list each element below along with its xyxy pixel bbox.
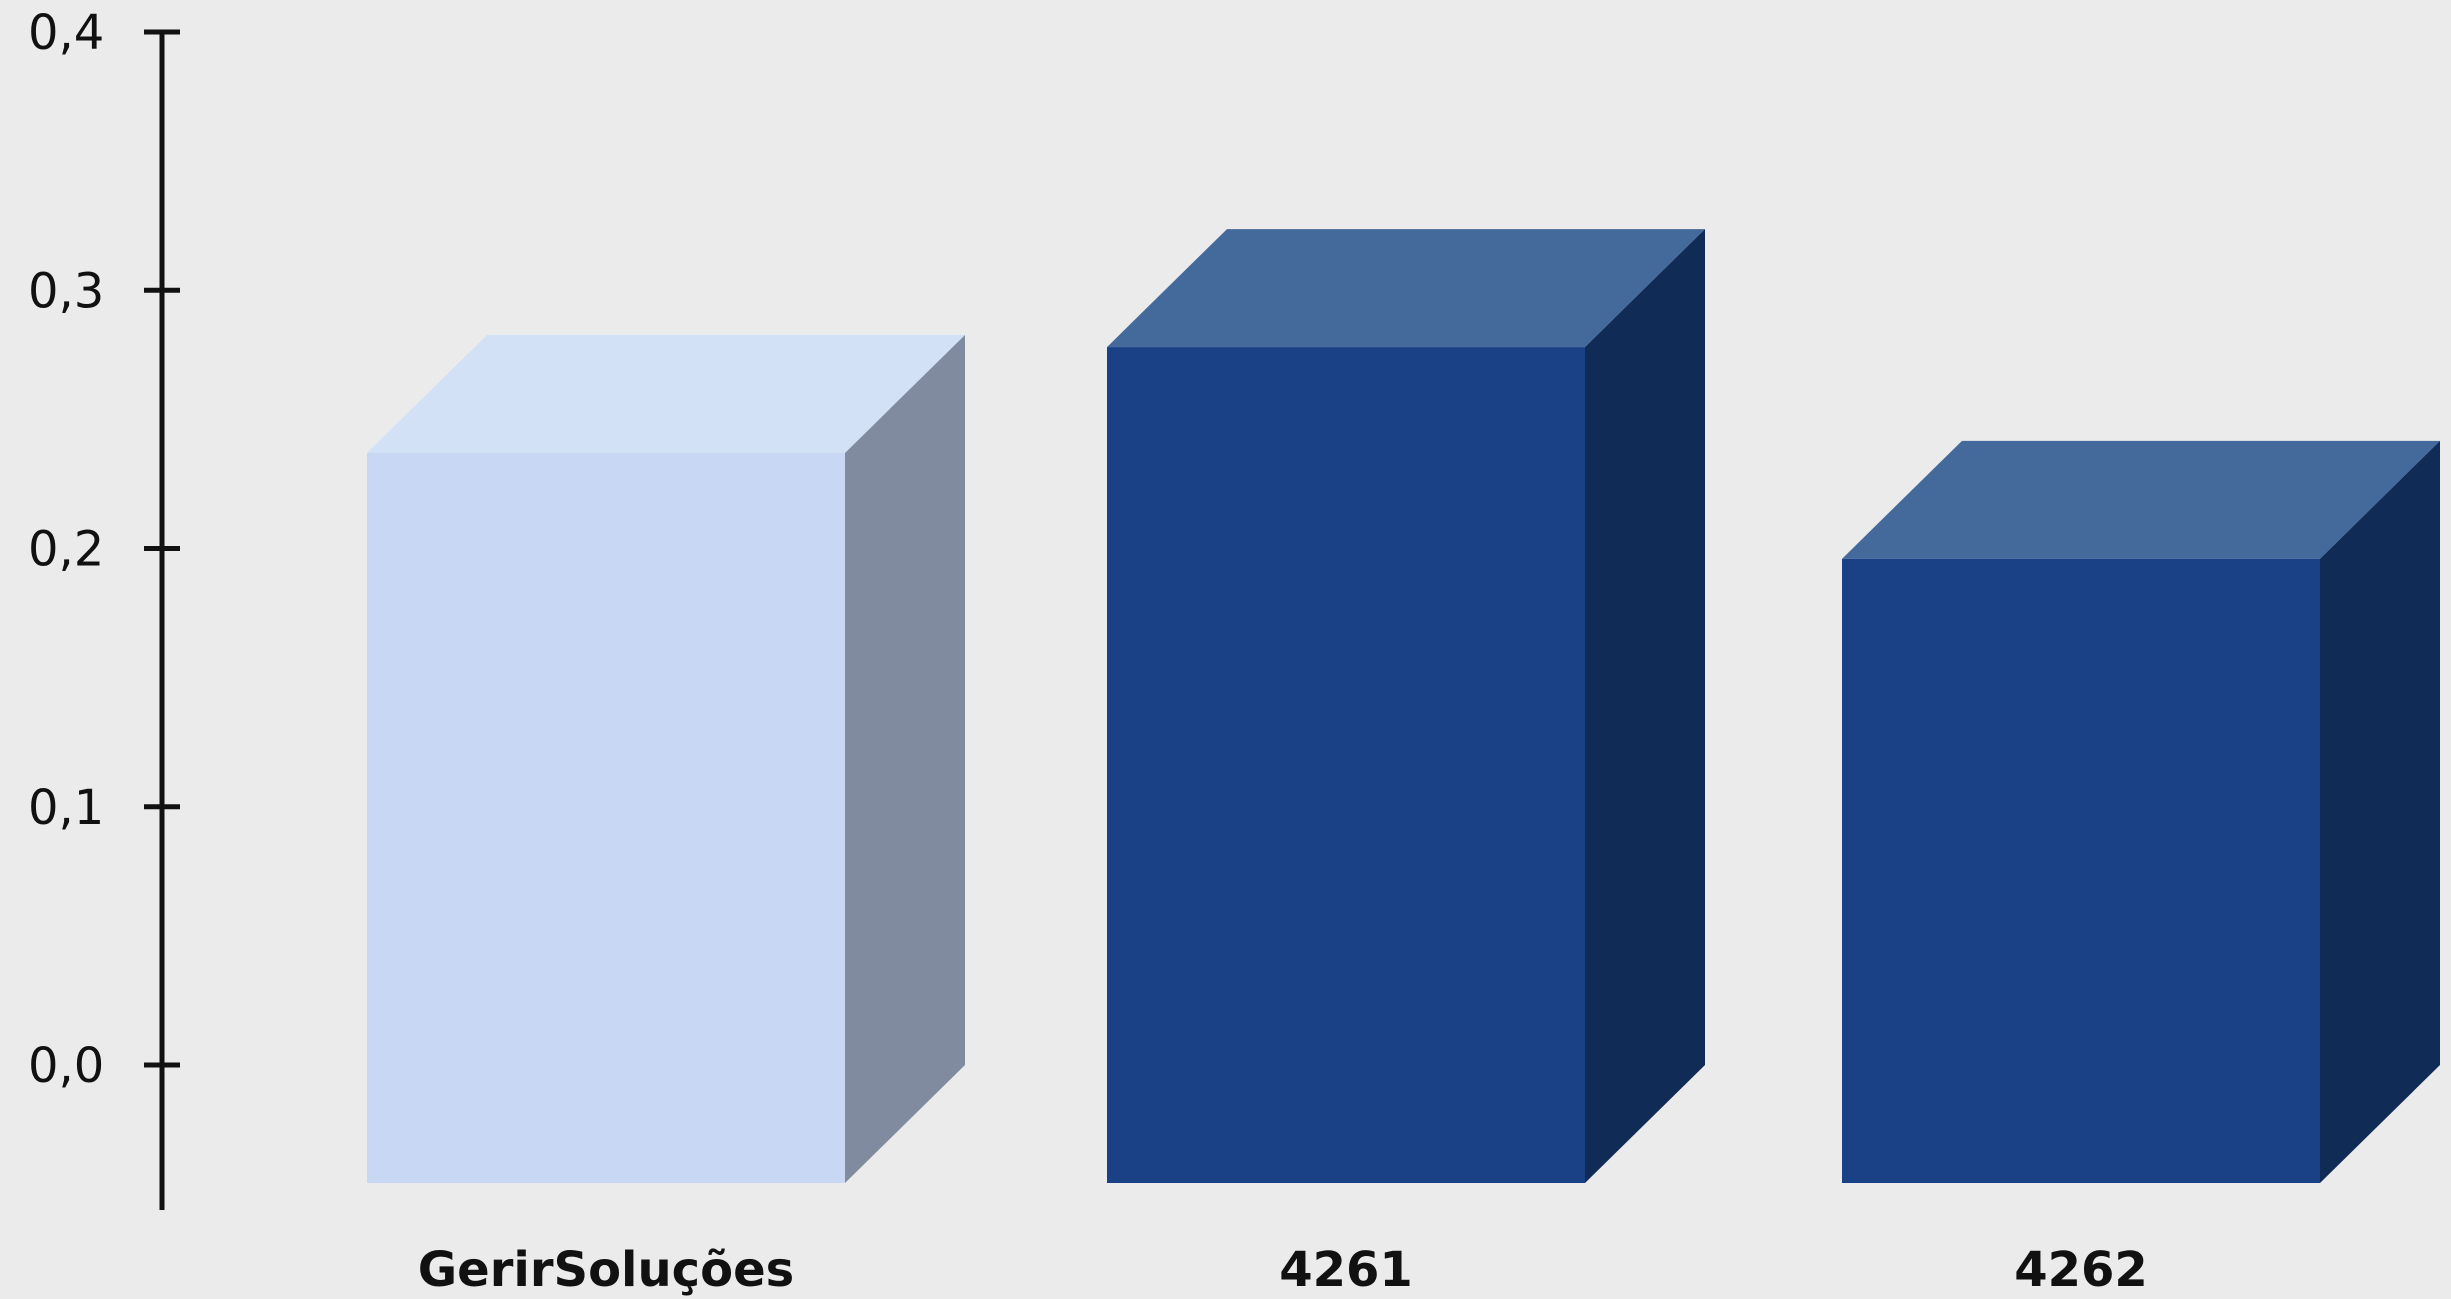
bar-2 [1107,229,1705,1183]
bar-side-face [2320,440,2440,1184]
y-tick-label: 0,2 [28,522,104,578]
bars [367,229,2440,1184]
category-label: 4262 [2014,1242,2148,1298]
bar-3 [1842,440,2440,1184]
category-label: 4261 [1279,1242,1413,1298]
bar-front-face [1107,347,1585,1183]
bar-side-face [1585,229,1705,1183]
y-tick-label: 0,3 [28,263,104,319]
category-label: GerirSoluções [418,1242,794,1298]
y-tick-label: 0,0 [28,1038,104,1094]
bar-front-face [367,452,845,1183]
bar-front-face [1842,558,2320,1183]
bar-side-face [845,334,965,1183]
y-tick-label: 0,4 [28,5,104,61]
y-axis: 0,0 0,1 0,2 0,3 0,4 [28,5,180,1210]
bar-top-face [367,334,965,453]
y-tick-label: 0,1 [28,780,104,836]
bar-1 [367,334,965,1183]
category-labels: GerirSoluções 4261 4262 [418,1242,2148,1298]
bar-top-face [1842,440,2440,559]
bar-top-face [1107,229,1705,348]
